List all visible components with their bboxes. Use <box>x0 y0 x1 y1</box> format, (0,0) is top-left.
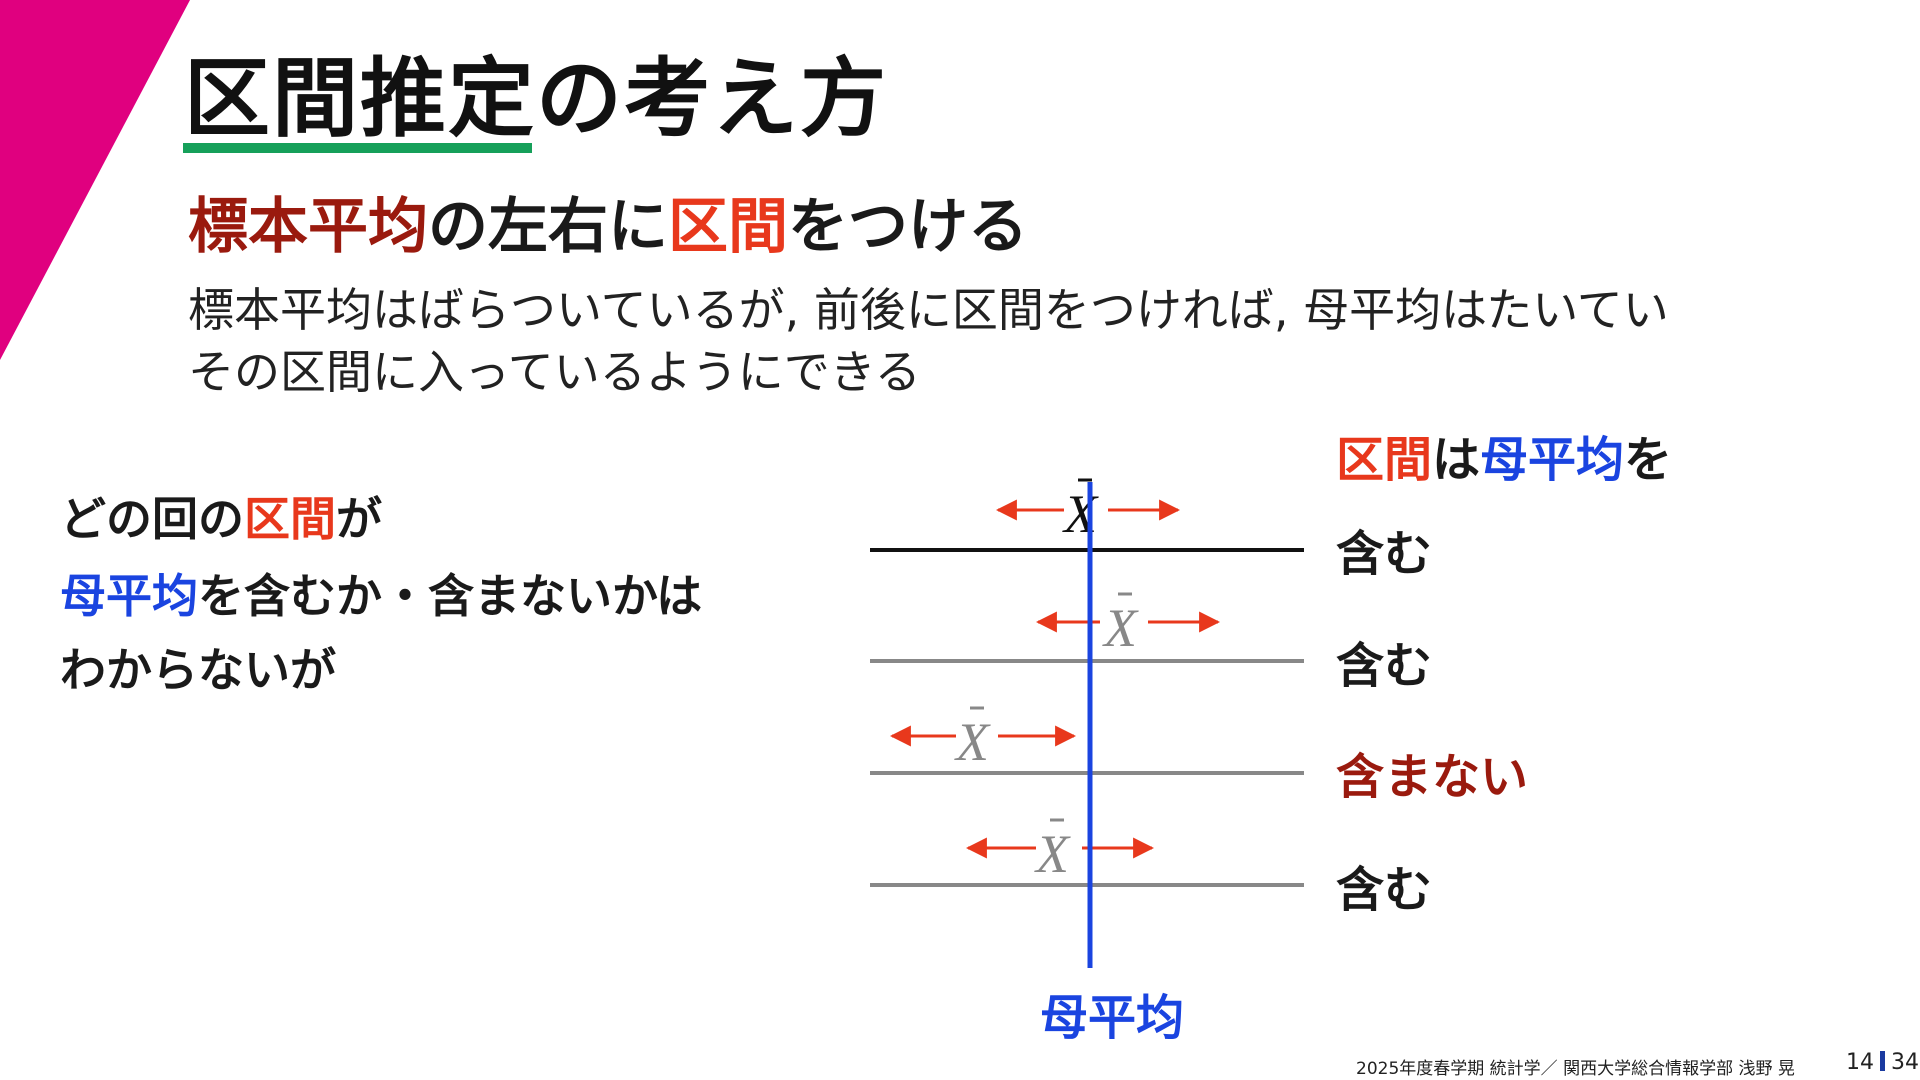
left-text-interval: 区間 <box>244 492 336 546</box>
left-text-pop-mean: 母平均 <box>60 569 198 623</box>
left-text-a: どの回の <box>60 492 244 546</box>
left-text-c: を含むか・含まないかは <box>198 569 703 623</box>
left-text-line-3: わからないが <box>60 643 336 697</box>
subtitle-text-b: をつける <box>788 192 1028 262</box>
body-line-2: その区間に入っているようにできる <box>188 345 921 399</box>
diagram-header-wo: を <box>1624 432 1673 488</box>
slide-subtitle: 標本平均の左右に区間をつける <box>188 178 1028 265</box>
page-separator <box>1880 1051 1885 1071</box>
contain-label-1: 含む <box>1336 526 1433 582</box>
subtitle-sample-mean: 標本平均 <box>188 192 428 262</box>
left-text-line-1: どの回の区間が <box>60 483 382 549</box>
footer-text: 2025年度春学期 統計学／ 関西大学総合情報学部 浅野 晃 <box>1356 1059 1795 1079</box>
slide-title: 区間推定の考え方 <box>184 49 888 149</box>
diagram-header-pop-mean: 母平均 <box>1480 432 1625 488</box>
title-underline <box>183 143 532 153</box>
xbar-label-3: X <box>954 712 991 772</box>
contain-label-3: 含まない <box>1336 749 1529 805</box>
left-text-line-2: 母平均を含むか・含まないかは <box>60 560 702 626</box>
page-total: 34 <box>1891 1050 1919 1075</box>
diagram-header: 区間は母平均を <box>1336 420 1672 490</box>
page-number: 14 34 <box>1846 1050 1919 1075</box>
contain-label-2: 含む <box>1336 638 1433 694</box>
xbar-label-4: X <box>1034 824 1071 884</box>
diagram-header-interval: 区間 <box>1336 432 1433 488</box>
population-mean-label: 母平均 <box>1040 990 1185 1046</box>
xbar-label-2: X <box>1102 598 1139 658</box>
xbar-label-1: X <box>1062 484 1099 544</box>
body-line-1: 標本平均はばらついているが, 前後に区間をつければ, 母平均はたいてい <box>188 283 1669 337</box>
page-current: 14 <box>1846 1050 1874 1075</box>
diagram-header-wa: は <box>1432 432 1481 488</box>
subtitle-interval: 区間 <box>668 192 788 262</box>
subtitle-text-a: の左右に <box>428 192 668 262</box>
contain-label-4: 含む <box>1336 862 1433 918</box>
left-text-b: が <box>336 492 382 546</box>
